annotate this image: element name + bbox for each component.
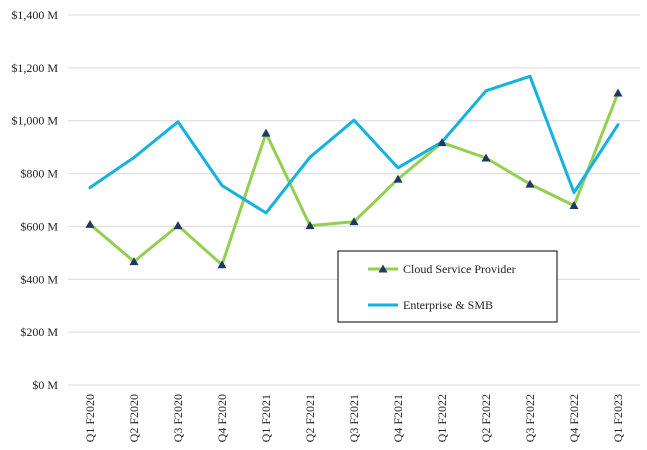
- legend-box: [337, 250, 558, 323]
- data-point-cloud-service-provider: [349, 217, 359, 226]
- data-point-cloud-service-provider: [613, 88, 623, 97]
- x-tick-label: Q2 F2022: [479, 394, 493, 442]
- legend-marker-cloud-service-provider: [378, 264, 388, 273]
- data-point-cloud-service-provider: [481, 153, 491, 162]
- y-tick-label: $1,400 M: [11, 8, 58, 22]
- data-point-cloud-service-provider: [437, 138, 447, 147]
- x-tick-label: Q1 F2021: [259, 394, 273, 442]
- x-tick-label: Q1 F2023: [611, 394, 625, 442]
- y-tick-label: $800 M: [20, 167, 58, 181]
- series-markers: [85, 88, 623, 269]
- x-tick-label: Q1 F2020: [83, 394, 97, 442]
- legend: Cloud Service Provider Enterprise & SMB: [337, 250, 558, 323]
- data-point-cloud-service-provider: [261, 128, 271, 137]
- x-axis: Q1 F2020 Q2 F2020 Q3 F2020 Q4 F2020 Q1 F2021…: [68, 384, 640, 442]
- y-tick-label: $600 M: [20, 219, 58, 233]
- data-point-cloud-service-provider: [173, 221, 183, 230]
- x-tick-label: Q3 F2021: [347, 394, 361, 442]
- y-tick-label: $400 M: [20, 272, 58, 286]
- y-tick-label: $1,000 M: [11, 114, 58, 128]
- y-tick-label: $1,200 M: [11, 61, 58, 75]
- legend-label-cloud-service-provider: Cloud Service Provider: [403, 262, 516, 276]
- x-tick-label: Q2 F2020: [127, 394, 141, 442]
- data-point-cloud-service-provider: [305, 221, 315, 230]
- x-tick-label: Q4 F2022: [567, 394, 581, 442]
- x-tick-label: Q3 F2022: [523, 394, 537, 442]
- legend-label-enterprise-smb: Enterprise & SMB: [403, 298, 493, 312]
- data-point-cloud-service-provider: [85, 219, 95, 228]
- data-point-cloud-service-provider: [569, 201, 579, 210]
- y-tick-label: $0 M: [32, 378, 58, 392]
- data-point-cloud-service-provider: [525, 179, 535, 188]
- data-point-cloud-service-provider: [129, 257, 139, 266]
- data-point-cloud-service-provider: [217, 260, 227, 269]
- series-line-enterprise-smb: [88, 74, 620, 215]
- x-tick-label: Q2 F2021: [303, 394, 317, 442]
- plot-area: [68, 15, 640, 385]
- y-axis: $0 M $200 M $400 M $600 M $800 M $1,000 M $1,2…: [11, 8, 58, 392]
- x-tick-label: Q4 F2021: [391, 394, 405, 442]
- x-tick-label: Q1 F2022: [435, 394, 449, 442]
- x-tick-label: Q3 F2020: [171, 394, 185, 442]
- data-point-cloud-service-provider: [393, 174, 403, 183]
- y-tick-label: $200 M: [20, 325, 58, 339]
- x-tick-label: Q4 F2020: [215, 394, 229, 442]
